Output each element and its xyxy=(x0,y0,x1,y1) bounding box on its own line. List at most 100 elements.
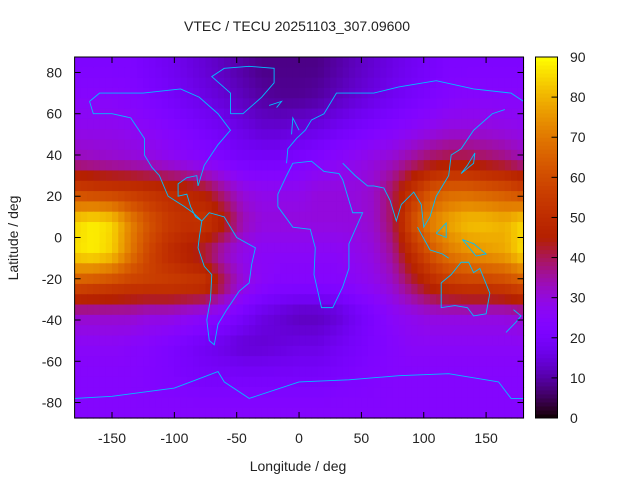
heatmap-cell xyxy=(105,283,113,295)
heatmap-cell xyxy=(454,180,462,192)
heatmap-cell xyxy=(180,273,188,285)
heatmap-cell xyxy=(348,263,356,275)
heatmap-cell xyxy=(486,201,493,213)
heatmap-cell xyxy=(274,242,281,254)
heatmap-cell xyxy=(174,170,182,182)
heatmap-cell xyxy=(93,252,101,264)
heatmap-cell xyxy=(230,242,238,254)
heatmap-cell xyxy=(429,180,437,192)
heatmap-cell xyxy=(454,118,462,130)
heatmap-cell xyxy=(217,129,225,141)
heatmap-cell xyxy=(355,57,362,68)
heatmap-cell xyxy=(87,139,94,151)
heatmap-cell xyxy=(392,242,400,254)
heatmap-cell xyxy=(517,222,525,233)
heatmap-cell xyxy=(386,87,394,99)
colorbar-segment xyxy=(535,317,558,323)
heatmap-cell xyxy=(112,273,119,285)
heatmap-cell xyxy=(217,294,225,306)
heatmap-cell xyxy=(186,304,194,316)
colorbar-segment xyxy=(535,269,558,275)
heatmap-cell xyxy=(93,397,101,409)
heatmap-cell xyxy=(199,149,207,161)
heatmap-cell xyxy=(417,345,425,357)
heatmap-cell xyxy=(161,98,169,110)
heatmap-cell xyxy=(236,294,244,306)
heatmap-cell xyxy=(267,376,275,388)
heatmap-cell xyxy=(136,335,144,347)
heatmap-cell xyxy=(249,98,257,110)
heatmap-cell xyxy=(398,314,406,326)
heatmap-cell xyxy=(317,252,325,264)
heatmap-cell xyxy=(367,376,375,388)
heatmap-cell xyxy=(498,98,506,110)
heatmap-cell xyxy=(380,283,387,295)
heatmap-cell xyxy=(311,170,319,182)
heatmap-cell xyxy=(112,222,119,233)
heatmap-cell xyxy=(417,397,425,409)
heatmap-cell xyxy=(80,314,88,326)
heatmap-cell xyxy=(392,376,400,388)
heatmap-cell xyxy=(348,129,356,141)
heatmap-cell xyxy=(454,87,462,99)
heatmap-cell xyxy=(511,87,518,99)
heatmap-cell xyxy=(174,57,182,68)
heatmap-cell xyxy=(224,118,232,130)
heatmap-cell xyxy=(305,387,313,398)
heatmap-cell xyxy=(74,242,82,254)
heatmap-cell xyxy=(80,232,88,244)
heatmap-cell xyxy=(249,222,257,233)
heatmap-cell xyxy=(87,263,94,275)
heatmap-cell xyxy=(124,356,132,368)
heatmap-cell xyxy=(249,242,257,254)
heatmap-cell xyxy=(80,170,88,182)
heatmap-cell xyxy=(93,407,101,419)
heatmap-cell xyxy=(186,252,194,264)
heatmap-cell xyxy=(105,201,113,213)
heatmap-cell xyxy=(124,366,132,378)
heatmap-cell xyxy=(405,211,412,223)
heatmap-cell xyxy=(130,129,138,141)
heatmap-cell xyxy=(436,77,444,89)
heatmap-cell xyxy=(267,407,275,419)
heatmap-cell xyxy=(367,98,375,110)
heatmap-cell xyxy=(411,304,419,316)
heatmap-cell xyxy=(504,345,512,357)
heatmap-cell xyxy=(323,139,331,151)
heatmap-cell xyxy=(442,149,450,161)
heatmap-cell xyxy=(161,252,169,264)
heatmap-cell xyxy=(498,232,506,244)
heatmap-cell xyxy=(124,294,132,306)
heatmap-cell xyxy=(143,129,151,141)
heatmap-cell xyxy=(348,211,356,223)
heatmap-cell xyxy=(392,366,400,378)
heatmap-cell xyxy=(498,149,506,161)
heatmap-cell xyxy=(342,77,350,89)
heatmap-cell xyxy=(392,356,400,368)
heatmap-cell xyxy=(361,397,369,409)
heatmap-cell xyxy=(112,376,119,388)
heatmap-cell xyxy=(311,67,319,79)
heatmap-cell xyxy=(280,356,288,368)
heatmap-cell xyxy=(130,335,138,347)
heatmap-cell xyxy=(249,397,257,409)
heatmap-cell xyxy=(124,304,132,316)
heatmap-cell xyxy=(236,356,244,368)
heatmap-cell xyxy=(217,139,225,151)
heatmap-cell xyxy=(130,314,138,326)
heatmap-cell xyxy=(286,149,294,161)
heatmap-cell xyxy=(330,366,338,378)
heatmap-cell xyxy=(467,191,475,202)
heatmap-cell xyxy=(105,407,113,419)
heatmap-cell xyxy=(511,170,518,182)
heatmap-cell xyxy=(429,139,437,151)
heatmap-cell xyxy=(136,149,144,161)
heatmap-cell xyxy=(105,77,113,89)
heatmap-cell xyxy=(130,252,138,264)
heatmap-cell xyxy=(168,387,175,398)
heatmap-cell xyxy=(230,325,238,337)
heatmap-cell xyxy=(423,283,431,295)
heatmap-cell xyxy=(99,345,107,357)
heatmap-cell xyxy=(486,345,493,357)
heatmap-cell xyxy=(305,397,313,409)
